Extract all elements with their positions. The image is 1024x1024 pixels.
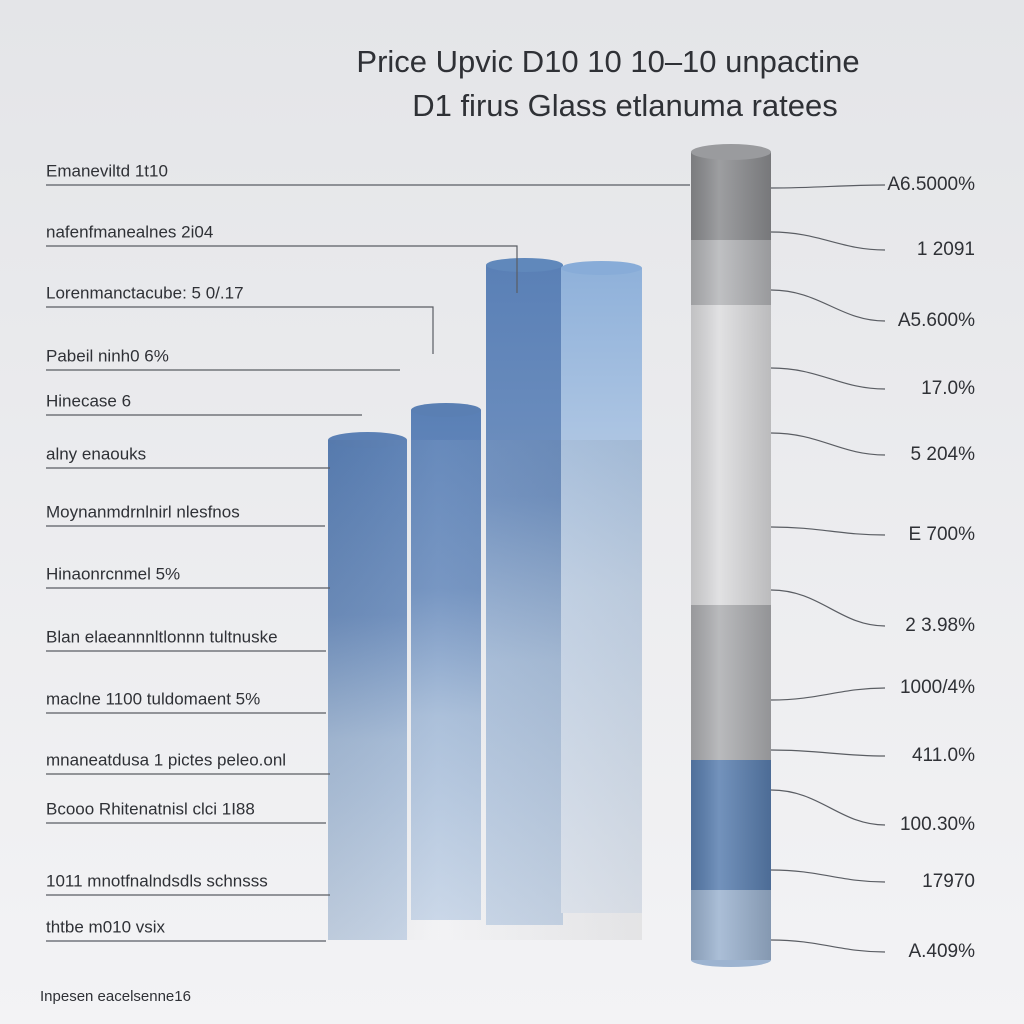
- left-label: Hinaonrcnmel 5%: [46, 564, 180, 583]
- right-label: 411.0%: [912, 745, 975, 766]
- left-label: Blan elaeannnltlonnn tultnuske: [46, 627, 278, 646]
- leader-line: [770, 789, 886, 826]
- leader-line: [770, 231, 886, 251]
- leader-line: [770, 289, 886, 322]
- right-label: A5.600%: [898, 310, 975, 331]
- leader-line: [770, 367, 886, 390]
- right-label: 17970: [922, 871, 975, 892]
- subtitle: D1 firus Glass etlanuma ratees: [412, 88, 838, 123]
- left-label: mnaneatdusa 1 pictes peleo.onl: [46, 750, 286, 769]
- right-label: 100.30%: [900, 814, 975, 835]
- cylinder-top: [561, 261, 642, 275]
- footer: Inpesen eacelsenne16: [40, 988, 191, 1005]
- left-label: Pabeil ninh0 6%: [46, 346, 169, 365]
- left-label: Lorenmanctacube: 5 0/.17: [46, 283, 244, 302]
- leader-line: [770, 869, 886, 883]
- leader-line: [770, 687, 886, 701]
- left-label: maclne 1100 tuldomaent 5%: [46, 689, 260, 708]
- left-label: Moynanmdrnlnirl nlesfnos: [46, 502, 240, 521]
- leader-line: [770, 184, 886, 189]
- cylinder-top: [486, 258, 563, 272]
- right-label: E 700%: [908, 524, 975, 545]
- leader-line: [46, 245, 518, 293]
- left-label: Bcooo Rhitenatnisl clci 1I88: [46, 799, 255, 818]
- leader-line: [770, 939, 886, 953]
- cylinder-top: [411, 403, 481, 417]
- leader-line: [46, 306, 434, 354]
- right-label: A.409%: [908, 941, 975, 962]
- left-label: Emaneviltd 1t10: [46, 161, 168, 180]
- right-label: A6.5000%: [887, 174, 975, 195]
- left-label: 1011 mnotfnalndsdls schnsss: [46, 871, 268, 890]
- left-label: thtbe m010 vsix: [46, 917, 166, 936]
- right-label: 17.0%: [921, 378, 975, 399]
- leader-line: [770, 526, 886, 536]
- cylinder-shade: [328, 440, 642, 940]
- left-label: Hinecase 6: [46, 391, 131, 410]
- title: Price Upvic D10 10 10–10 unpactine: [356, 44, 859, 79]
- cylinder-shade: [691, 152, 771, 960]
- leader-line: [770, 749, 886, 757]
- leader-line: [770, 432, 886, 456]
- right-label: 1000/4%: [900, 677, 975, 698]
- cylinders: [328, 144, 771, 967]
- right-label: 5 204%: [911, 444, 976, 465]
- left-label: nafenfmanealnes 2i04: [46, 222, 213, 241]
- left-label: alny enaouks: [46, 444, 146, 463]
- leader-line: [770, 589, 886, 627]
- right-label: 1 2091: [917, 239, 975, 260]
- right-label: 2 3.98%: [905, 615, 975, 636]
- cylinder-top: [691, 144, 771, 160]
